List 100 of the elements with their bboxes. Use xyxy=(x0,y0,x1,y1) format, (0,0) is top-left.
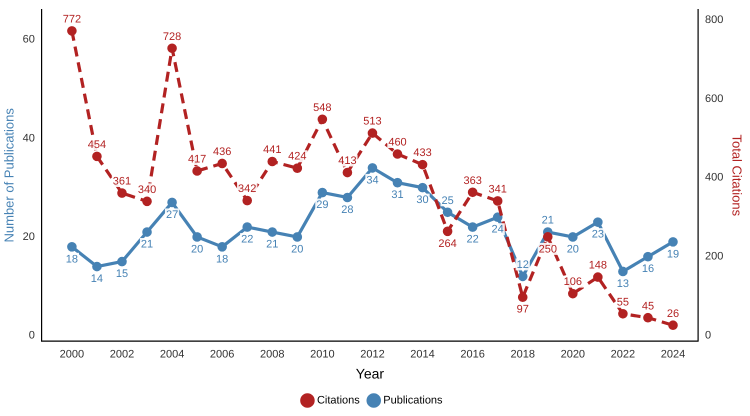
data-label: 21 xyxy=(140,238,154,251)
y2-axis-title: Total Citations xyxy=(730,134,745,217)
point xyxy=(267,227,278,237)
data-label: 106 xyxy=(564,276,582,288)
data-label: 436 xyxy=(212,146,232,158)
point xyxy=(142,196,152,206)
data-label: 548 xyxy=(313,102,332,114)
data-label: 340 xyxy=(138,184,156,196)
data-label: 15 xyxy=(116,268,128,280)
point xyxy=(518,272,528,282)
data-label: 454 xyxy=(88,138,106,151)
data-label: 25 xyxy=(441,194,454,207)
data-label: 30 xyxy=(416,194,429,206)
y2-tick-label: 800 xyxy=(705,14,724,26)
point xyxy=(568,288,578,298)
y-axis-title: Number of Publications xyxy=(1,108,16,243)
data-label: 45 xyxy=(642,300,654,312)
data-label: 13 xyxy=(616,278,630,290)
data-label: 250 xyxy=(538,243,557,256)
point xyxy=(242,196,252,206)
point xyxy=(492,196,502,206)
x-tick-label: 2004 xyxy=(160,348,184,361)
y-tick-label: 40 xyxy=(22,132,35,144)
point xyxy=(442,226,452,236)
data-label: 12 xyxy=(516,258,529,271)
point xyxy=(618,308,628,319)
point xyxy=(217,158,227,168)
data-label: 20 xyxy=(291,243,304,256)
point xyxy=(593,272,603,282)
point xyxy=(292,163,302,173)
point xyxy=(342,168,352,178)
point xyxy=(192,166,202,176)
point xyxy=(292,232,302,242)
point xyxy=(318,188,328,198)
x-tick-label: 2016 xyxy=(460,348,485,361)
data-label: 728 xyxy=(162,30,182,43)
x-tick-label: 2006 xyxy=(210,348,234,361)
y-tick-label: 0 xyxy=(28,330,35,342)
point xyxy=(167,43,177,54)
point xyxy=(167,198,177,208)
point xyxy=(117,256,127,266)
point xyxy=(418,182,428,192)
data-label: 361 xyxy=(112,176,132,188)
point xyxy=(368,128,378,138)
data-label: 21 xyxy=(542,214,554,227)
data-label: 413 xyxy=(338,155,357,168)
point xyxy=(267,156,278,166)
data-label: 20 xyxy=(566,243,579,256)
y2-tick-label: 600 xyxy=(705,92,724,105)
data-label: 460 xyxy=(388,136,407,149)
point xyxy=(217,242,227,252)
point xyxy=(318,114,328,124)
data-label: 441 xyxy=(263,144,282,156)
data-label: 22 xyxy=(241,234,254,246)
point xyxy=(92,262,102,272)
data-label: 18 xyxy=(216,253,228,266)
data-label: 29 xyxy=(316,199,328,212)
x-tick-label: 2002 xyxy=(110,348,134,361)
x-tick-label: 2014 xyxy=(410,348,435,361)
point xyxy=(668,320,678,330)
data-label: 27 xyxy=(166,208,178,221)
x-tick-label: 2010 xyxy=(310,348,335,361)
point xyxy=(392,178,402,188)
point xyxy=(67,26,77,36)
data-label: 342 xyxy=(238,183,256,196)
data-label: 21 xyxy=(266,238,278,251)
data-label: 363 xyxy=(463,174,482,187)
data-label: 28 xyxy=(341,204,354,216)
data-label: 97 xyxy=(516,304,529,316)
point xyxy=(468,187,478,198)
point xyxy=(492,212,502,222)
data-label: 24 xyxy=(492,224,504,236)
legend-label: Citations xyxy=(316,394,360,407)
point xyxy=(242,222,252,232)
data-label: 148 xyxy=(588,260,608,272)
point xyxy=(192,232,202,242)
data-label: 19 xyxy=(666,248,680,260)
point xyxy=(142,227,152,237)
data-label: 513 xyxy=(363,116,382,128)
point xyxy=(342,192,352,202)
x-tick-label: 2012 xyxy=(360,348,385,361)
x-tick-label: 2020 xyxy=(560,348,586,361)
x-tick-label: 2022 xyxy=(610,348,636,361)
data-label: 14 xyxy=(90,273,104,286)
data-label: 18 xyxy=(66,253,78,266)
legend-label: Publications xyxy=(383,394,444,407)
point xyxy=(618,266,628,276)
point xyxy=(92,152,102,162)
data-label: 772 xyxy=(62,13,82,26)
y-tick-label: 60 xyxy=(22,34,35,46)
x-tick-label: 2008 xyxy=(260,348,285,361)
data-label: 424 xyxy=(288,150,306,163)
point xyxy=(542,232,553,242)
y2-tick-label: 0 xyxy=(705,330,712,342)
data-label: 433 xyxy=(413,147,432,160)
point xyxy=(568,232,578,242)
data-label: 26 xyxy=(666,308,680,320)
x-tick-label: 2000 xyxy=(60,348,84,361)
point xyxy=(468,222,478,232)
data-label: 341 xyxy=(488,183,507,196)
